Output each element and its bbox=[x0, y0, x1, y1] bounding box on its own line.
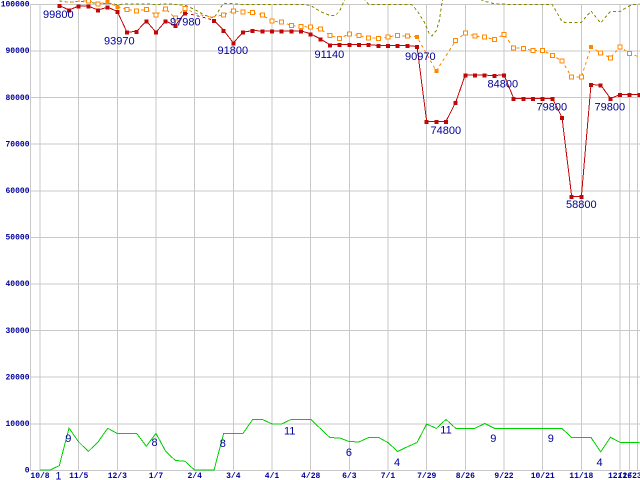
svg-text:8: 8 bbox=[220, 438, 226, 450]
svg-text:7/29: 7/29 bbox=[417, 472, 436, 480]
svg-text:9/22: 9/22 bbox=[494, 472, 513, 480]
svg-text:50000: 50000 bbox=[5, 234, 29, 243]
svg-text:10000: 10000 bbox=[5, 420, 29, 429]
svg-text:4: 4 bbox=[394, 457, 400, 469]
svg-text:70000: 70000 bbox=[5, 140, 29, 149]
svg-text:1/7: 1/7 bbox=[149, 472, 164, 480]
svg-text:90000: 90000 bbox=[5, 47, 29, 56]
svg-text:93970: 93970 bbox=[104, 36, 135, 48]
svg-text:11: 11 bbox=[440, 425, 451, 437]
svg-text:11/5: 11/5 bbox=[69, 472, 88, 480]
svg-text:91800: 91800 bbox=[218, 45, 249, 57]
svg-text:79800: 79800 bbox=[595, 102, 626, 114]
svg-text:10/21: 10/21 bbox=[531, 472, 555, 480]
svg-text:3/4: 3/4 bbox=[226, 472, 241, 480]
svg-text:2/4: 2/4 bbox=[187, 472, 202, 480]
svg-text:80000: 80000 bbox=[5, 94, 29, 103]
svg-text:10/8: 10/8 bbox=[30, 472, 49, 480]
svg-text:100000: 100000 bbox=[1, 1, 30, 10]
svg-text:99800: 99800 bbox=[43, 9, 74, 21]
svg-text:79800: 79800 bbox=[537, 102, 568, 114]
svg-text:9: 9 bbox=[65, 433, 71, 445]
svg-text:90970: 90970 bbox=[405, 51, 436, 63]
svg-text:4: 4 bbox=[597, 457, 603, 469]
svg-text:9: 9 bbox=[490, 433, 496, 445]
svg-text:8/26: 8/26 bbox=[456, 472, 475, 480]
svg-text:74800: 74800 bbox=[431, 125, 462, 137]
svg-text:60000: 60000 bbox=[5, 187, 29, 196]
svg-text:84800: 84800 bbox=[488, 79, 519, 91]
svg-text:12/16: 12/16 bbox=[608, 472, 632, 480]
svg-text:91140: 91140 bbox=[315, 49, 345, 61]
svg-text:11: 11 bbox=[284, 425, 295, 437]
svg-text:8: 8 bbox=[152, 437, 158, 449]
svg-text:97980: 97980 bbox=[170, 17, 201, 29]
svg-text:58800: 58800 bbox=[566, 199, 597, 211]
svg-text:12/3: 12/3 bbox=[108, 472, 127, 480]
svg-text:4/28: 4/28 bbox=[301, 472, 320, 480]
svg-text:30000: 30000 bbox=[5, 327, 29, 336]
svg-text:1: 1 bbox=[55, 471, 61, 480]
svg-text:40000: 40000 bbox=[5, 280, 29, 289]
svg-text:9: 9 bbox=[548, 433, 554, 445]
svg-text:7/1: 7/1 bbox=[381, 472, 396, 480]
svg-text:6/3: 6/3 bbox=[342, 472, 357, 480]
svg-text:11/18: 11/18 bbox=[569, 472, 593, 480]
svg-text:4/1: 4/1 bbox=[265, 472, 280, 480]
svg-text:12/23: 12/23 bbox=[618, 472, 640, 480]
svg-text:20000: 20000 bbox=[5, 373, 29, 382]
svg-text:6: 6 bbox=[346, 447, 352, 459]
svg-text:0: 0 bbox=[25, 467, 30, 476]
